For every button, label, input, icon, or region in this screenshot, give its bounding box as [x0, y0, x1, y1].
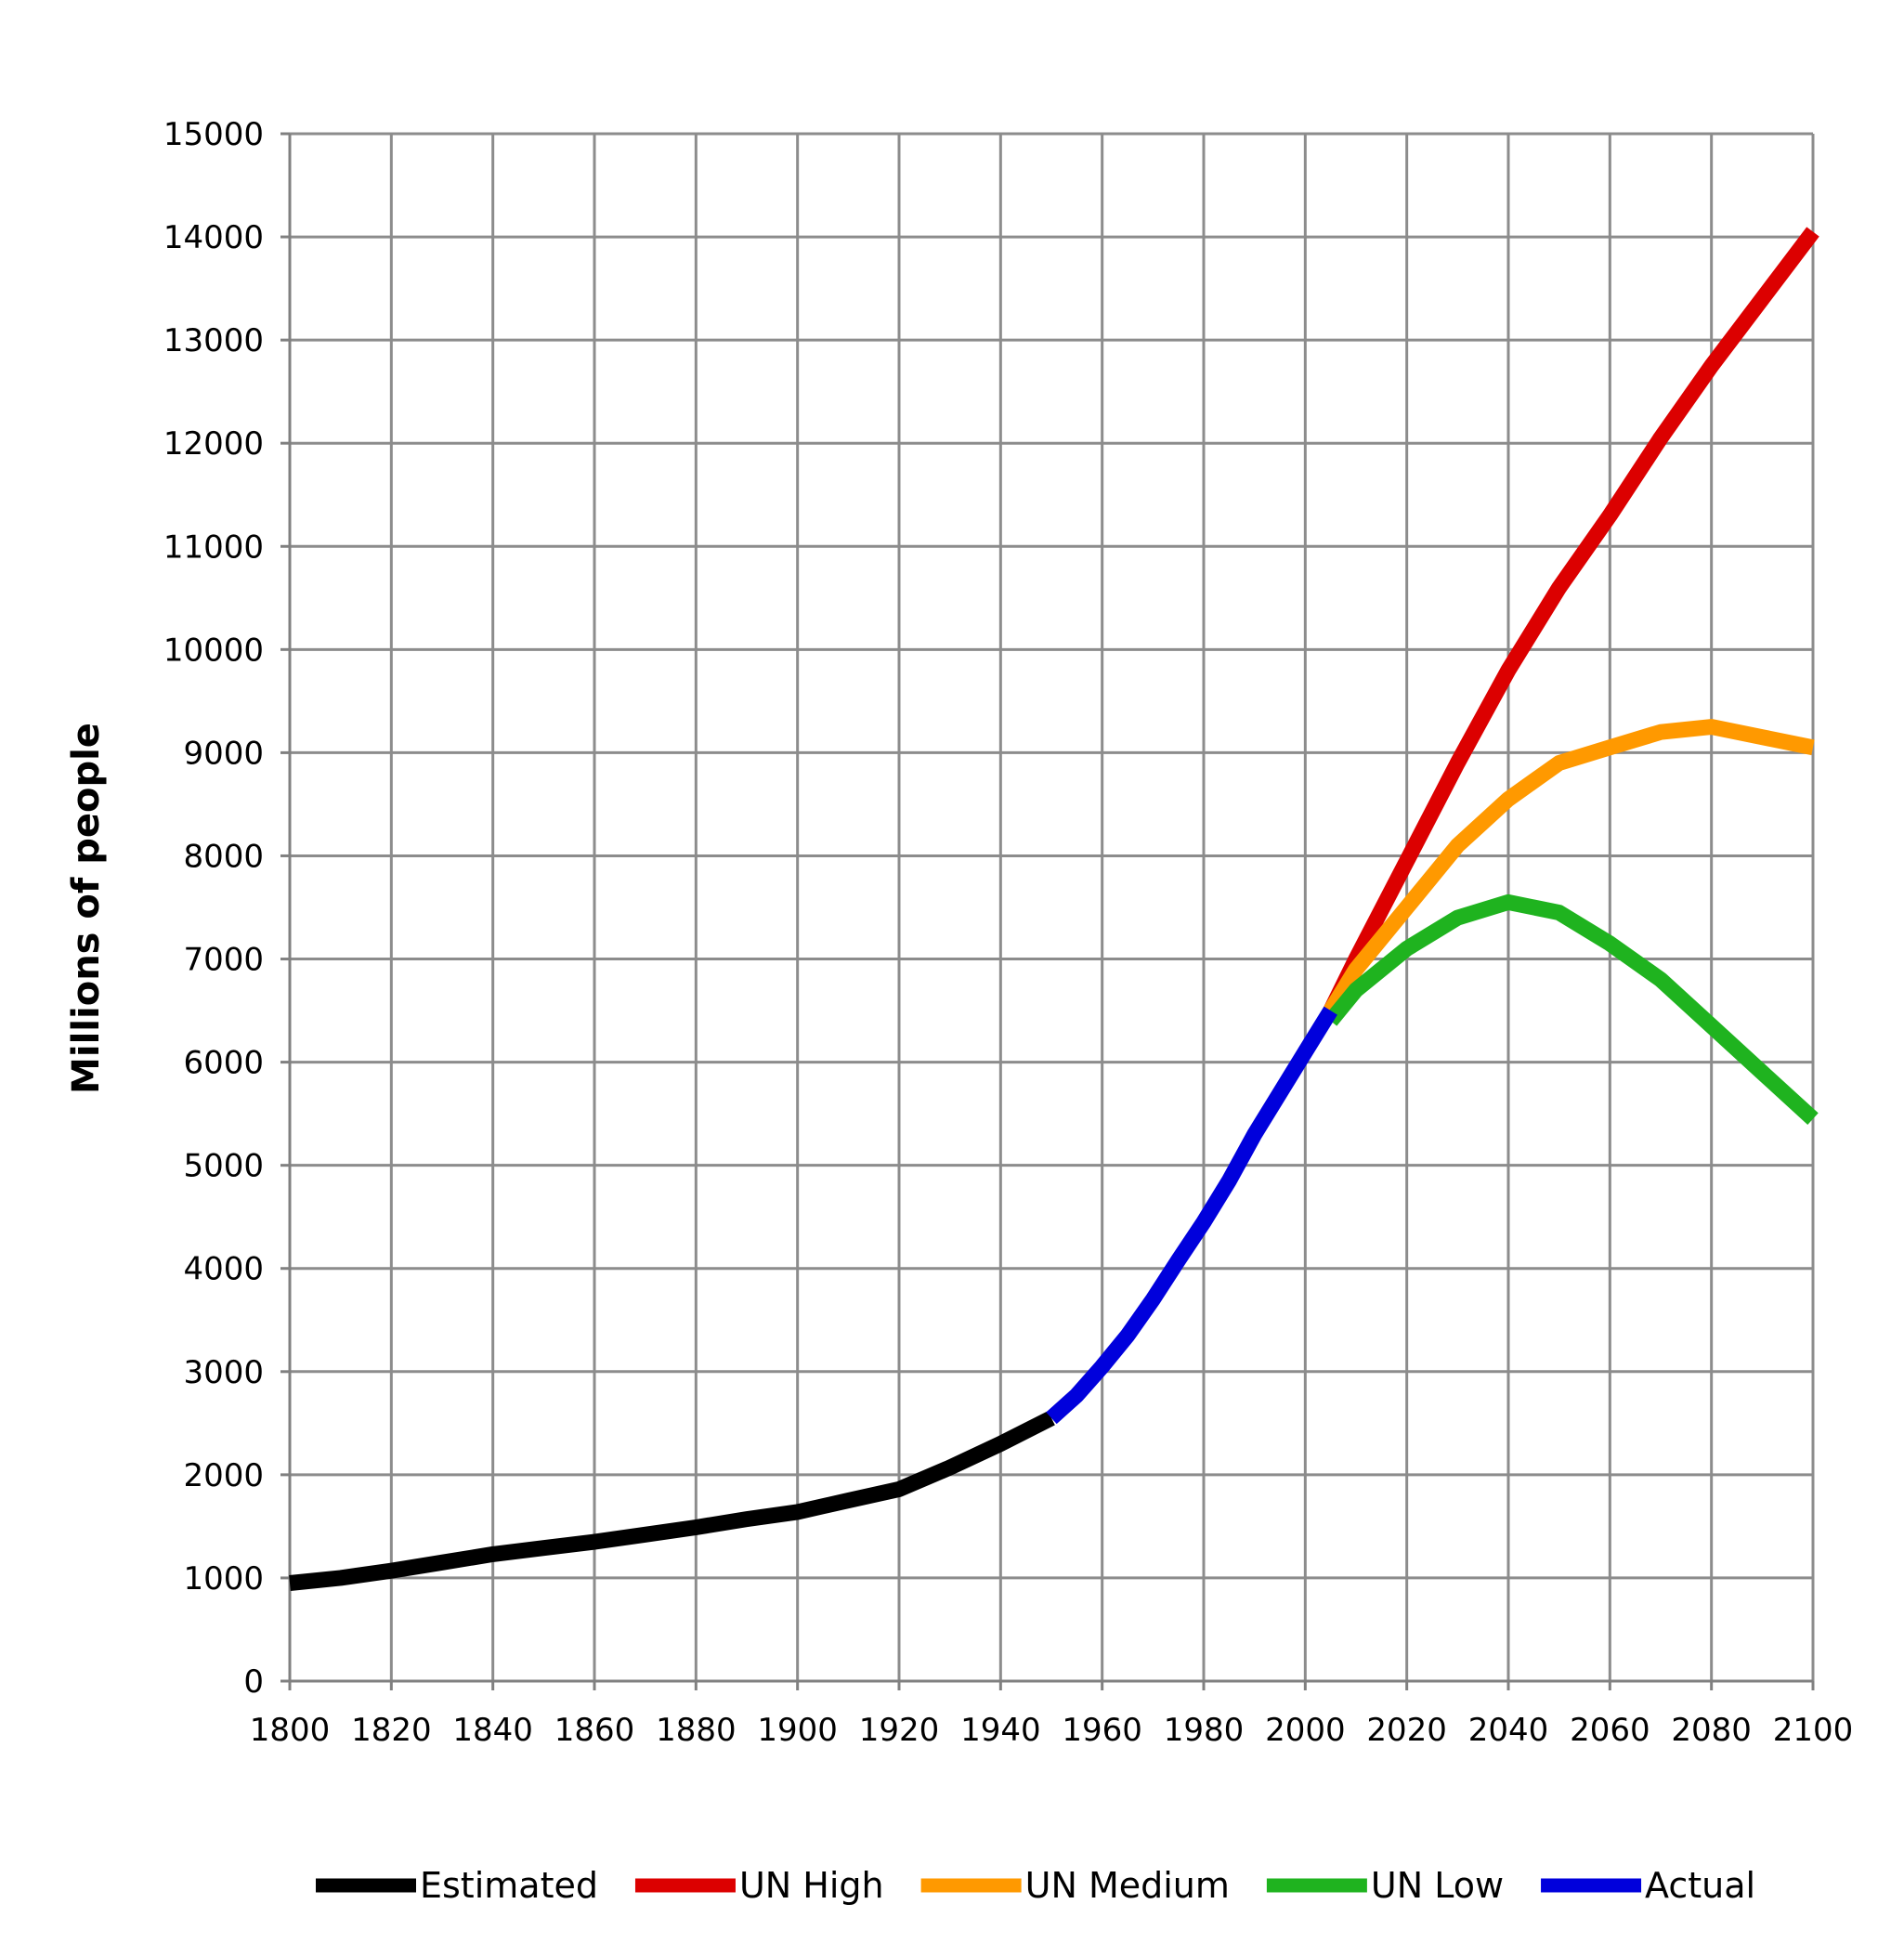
- y-tick-label-1000: 1000: [183, 1560, 264, 1597]
- x-tick-label-1940: 1940: [960, 1712, 1041, 1749]
- y-tick-label-2000: 2000: [183, 1457, 264, 1494]
- x-tick-label-1860: 1860: [554, 1712, 635, 1749]
- y-tick-label-6000: 6000: [183, 1045, 264, 1082]
- x-tick-label-2080: 2080: [1671, 1712, 1752, 1749]
- x-tick-label-1800: 1800: [250, 1712, 331, 1749]
- y-tick-label-8000: 8000: [183, 838, 264, 875]
- series-line-un-low: [1324, 893, 1819, 1125]
- x-tick-label-1900: 1900: [757, 1712, 838, 1749]
- y-tick-label-5000: 5000: [183, 1148, 264, 1185]
- x-tick-label-1980: 1980: [1164, 1712, 1245, 1749]
- series-line-estimated: [289, 1411, 1055, 1591]
- legend-label-actual: Actual: [1645, 1865, 1755, 1906]
- y-tick-label-4000: 4000: [183, 1251, 264, 1288]
- x-tick-label-1820: 1820: [351, 1712, 432, 1749]
- y-tick-label-14000: 14000: [163, 219, 264, 256]
- x-tick-label-2000: 2000: [1265, 1712, 1346, 1749]
- series-line-un-medium: [1324, 719, 1815, 1015]
- series-lines: [289, 227, 1819, 1591]
- x-tick-label-2100: 2100: [1773, 1712, 1854, 1749]
- axes: [280, 132, 1815, 1690]
- y-tick-label-3000: 3000: [183, 1354, 264, 1391]
- y-tick-label-11000: 11000: [163, 528, 264, 566]
- x-tick-label-1960: 1960: [1062, 1712, 1142, 1749]
- y-tick-label-10000: 10000: [163, 632, 264, 669]
- x-tick-label-2020: 2020: [1366, 1712, 1447, 1749]
- legend-label-un-high: UN High: [739, 1865, 884, 1906]
- legend-label-un-low: UN Low: [1371, 1865, 1504, 1906]
- y-tick-label-7000: 7000: [183, 942, 264, 979]
- series-line-un-high: [1324, 227, 1819, 1014]
- series-line-actual: [1046, 1006, 1337, 1425]
- grid: [290, 132, 1815, 1681]
- x-tick-label-1880: 1880: [656, 1712, 737, 1749]
- y-tick-label-15000: 15000: [163, 116, 264, 153]
- y-tick-label-9000: 9000: [183, 735, 264, 772]
- y-tick-label-12000: 12000: [163, 425, 264, 463]
- legend-label-un-medium: UN Medium: [1025, 1865, 1230, 1906]
- x-tick-label-1920: 1920: [859, 1712, 940, 1749]
- legend: Estimated UN High UN Medium UN Low Actual: [316, 1865, 1755, 1906]
- tick-labels: 1800 1820 1840 1860 1880 1900 1920 1940 1960 1980…: [163, 116, 1853, 1749]
- x-tick-label-2060: 2060: [1570, 1712, 1650, 1749]
- y-axis-title: Millions of people: [65, 723, 108, 1094]
- y-tick-label-13000: 13000: [163, 322, 264, 359]
- x-tick-label-1840: 1840: [452, 1712, 533, 1749]
- y-tick-label-0: 0: [243, 1663, 264, 1701]
- legend-label-estimated: Estimated: [420, 1865, 598, 1906]
- x-tick-label-2040: 2040: [1468, 1712, 1549, 1749]
